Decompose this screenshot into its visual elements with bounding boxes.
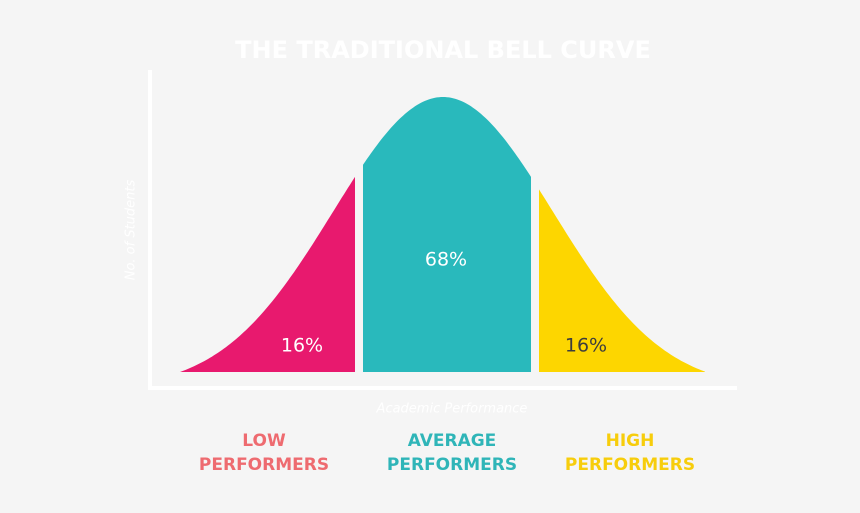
title: THE TRADITIONAL BELL CURVE	[235, 36, 651, 64]
category-label: PERFORMERS	[565, 455, 695, 475]
curve-segment	[180, 176, 355, 372]
bell-curve	[180, 97, 705, 372]
category-label: PERFORMERS	[199, 455, 329, 475]
x-axis-label: Academic Performance	[376, 402, 528, 417]
y-axis-label: No. of Students	[124, 180, 139, 281]
category-label: PERFORMERS	[387, 455, 517, 475]
category-label: AVERAGE	[408, 431, 497, 451]
curve-segment	[539, 189, 705, 372]
category-label: HIGH	[606, 431, 655, 451]
percent-label: 16%	[565, 335, 607, 357]
curve-segment	[363, 97, 531, 372]
category-label: LOW	[242, 431, 286, 451]
percent-label: 16%	[281, 335, 323, 357]
percent-label: 68%	[425, 249, 467, 271]
